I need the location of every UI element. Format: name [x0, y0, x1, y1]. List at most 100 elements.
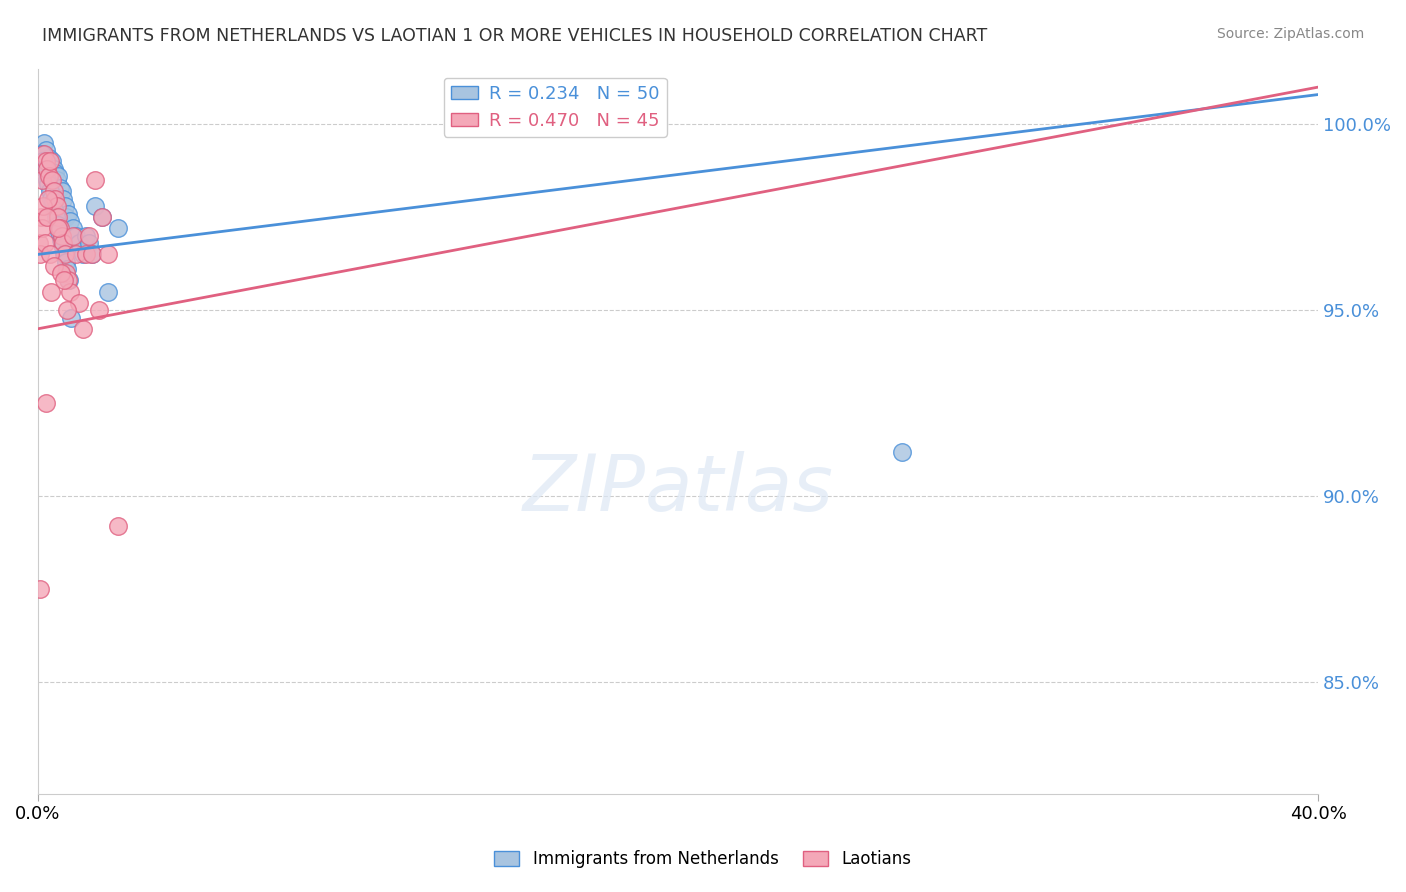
Point	[34, 144, 56, 158]
Point	[39, 192, 62, 206]
Point	[75, 247, 97, 261]
Point	[44, 192, 66, 206]
Point	[82, 247, 104, 261]
Point	[42, 161, 65, 176]
Point	[39, 158, 62, 172]
Point	[52, 192, 75, 206]
Point	[59, 285, 82, 299]
Point	[44, 259, 66, 273]
Point	[51, 184, 73, 198]
Point	[38, 184, 60, 198]
Point	[55, 211, 77, 225]
Point	[56, 273, 79, 287]
Point	[97, 285, 120, 299]
Text: IMMIGRANTS FROM NETHERLANDS VS LAOTIAN 1 OR MORE VEHICLES IN HOUSEHOLD CORRELATI: IMMIGRANTS FROM NETHERLANDS VS LAOTIAN 1…	[42, 27, 987, 45]
Point	[49, 266, 72, 280]
Point	[52, 273, 75, 287]
Point	[90, 211, 112, 225]
Point	[60, 310, 83, 325]
Point	[53, 199, 76, 213]
Legend: R = 0.234   N = 50, R = 0.470   N = 45: R = 0.234 N = 50, R = 0.470 N = 45	[444, 78, 666, 137]
Point	[56, 206, 79, 220]
Point	[42, 184, 65, 198]
Point	[53, 247, 76, 261]
Point	[72, 322, 94, 336]
Point	[32, 136, 55, 150]
Point	[30, 247, 52, 261]
Point	[67, 236, 90, 251]
Point	[90, 211, 112, 225]
Point	[31, 173, 53, 187]
Point	[34, 396, 56, 410]
Legend: Immigrants from Netherlands, Laotians: Immigrants from Netherlands, Laotians	[488, 844, 918, 875]
Point	[87, 303, 110, 318]
Point	[891, 444, 914, 458]
Point	[62, 228, 84, 243]
Point	[107, 221, 129, 235]
Point	[45, 173, 67, 187]
Point	[49, 180, 72, 194]
Point	[30, 154, 52, 169]
Point	[38, 247, 60, 261]
Text: ZIPatlas: ZIPatlas	[523, 451, 834, 527]
Text: Source: ZipAtlas.com: Source: ZipAtlas.com	[1216, 27, 1364, 41]
Point	[41, 154, 63, 169]
Point	[82, 247, 104, 261]
Point	[67, 295, 90, 310]
Point	[55, 255, 77, 269]
Point	[38, 151, 60, 165]
Point	[51, 228, 73, 243]
Point	[44, 202, 66, 217]
Point	[84, 199, 107, 213]
Point	[35, 211, 58, 225]
Point	[56, 262, 79, 277]
Point	[37, 192, 59, 206]
Point	[31, 221, 53, 235]
Point	[32, 199, 55, 213]
Point	[56, 303, 79, 318]
Point	[44, 166, 66, 180]
Point	[42, 195, 65, 210]
Point	[48, 211, 70, 225]
Point	[38, 169, 60, 184]
Point	[52, 247, 75, 261]
Point	[49, 233, 72, 247]
Point	[45, 199, 67, 213]
Point	[37, 154, 59, 169]
Point	[59, 214, 82, 228]
Point	[55, 266, 77, 280]
Point	[65, 247, 87, 261]
Point	[35, 173, 58, 187]
Point	[49, 221, 72, 235]
Point	[84, 173, 107, 187]
Point	[77, 228, 100, 243]
Point	[34, 161, 56, 176]
Point	[37, 177, 59, 191]
Point	[65, 228, 87, 243]
Point	[48, 225, 70, 239]
Point	[31, 147, 53, 161]
Point	[31, 147, 53, 161]
Point	[52, 236, 75, 251]
Point	[34, 236, 56, 251]
Point	[97, 247, 120, 261]
Point	[72, 247, 94, 261]
Point	[41, 173, 63, 187]
Point	[77, 236, 100, 251]
Point	[37, 161, 59, 176]
Point	[107, 519, 129, 533]
Point	[34, 154, 56, 169]
Point	[46, 218, 69, 232]
Point	[30, 211, 52, 225]
Point	[39, 285, 62, 299]
Point	[32, 147, 55, 161]
Point	[39, 154, 62, 169]
Point	[48, 169, 70, 184]
Point	[52, 240, 75, 254]
Point	[28, 236, 51, 251]
Point	[32, 154, 55, 169]
Point	[58, 273, 80, 287]
Point	[45, 211, 67, 225]
Point	[46, 221, 69, 235]
Point	[30, 582, 52, 596]
